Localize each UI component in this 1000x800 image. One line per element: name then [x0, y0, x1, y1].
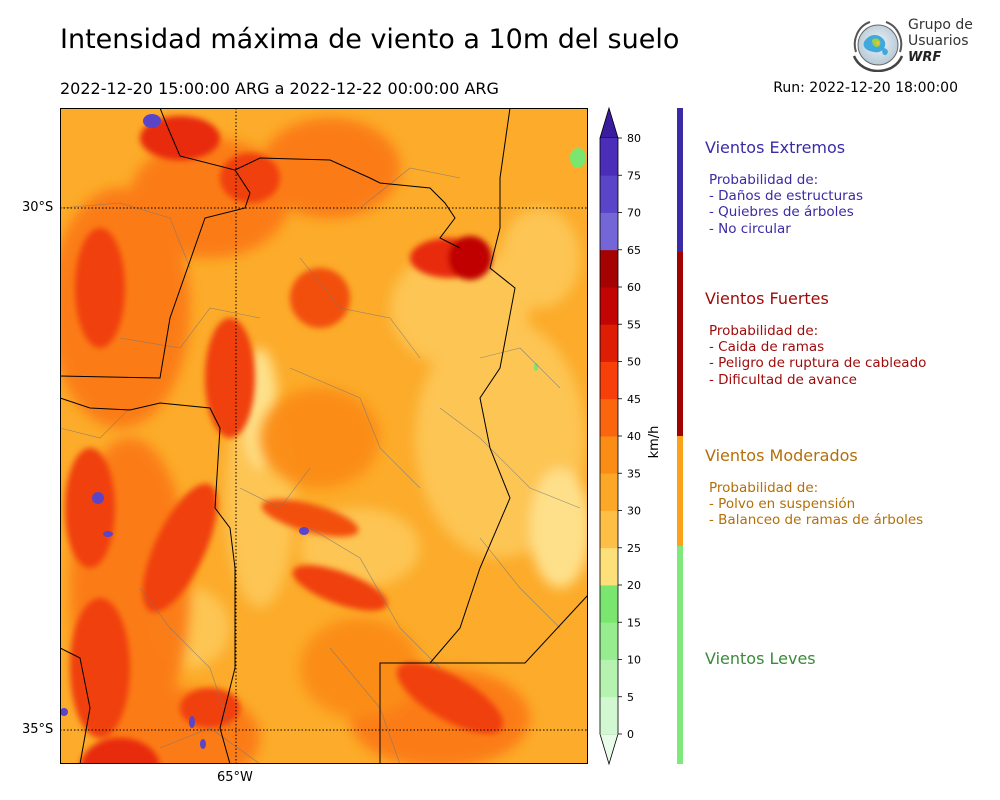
colorbar-max-extension: [599, 106, 619, 139]
colorbar-segment: [600, 398, 618, 437]
colorbar-segment: [600, 473, 618, 511]
province-borders: [60, 108, 588, 764]
category-title-fuertes: Vientos Fuertes: [705, 289, 829, 308]
colorbar-tick-label: 0: [627, 728, 634, 741]
category-desc-extremos: Probabilidad de: - Daños de estructuras …: [709, 172, 863, 237]
desc-line: - Quiebres de árboles: [709, 204, 854, 221]
desc-line: - Balanceo de ramas de árboles: [709, 512, 924, 529]
colorbar-tick-label: 70: [627, 207, 641, 220]
desc-line: Probabilidad de:: [709, 480, 819, 496]
colorbar-segment: [600, 436, 618, 474]
map-title: Intensidad máxima de viento a 10m del su…: [60, 24, 680, 55]
lat-label-35s: 35°S: [22, 722, 54, 737]
run-time: Run: 2022-12-20 18:00:00: [773, 80, 958, 96]
colorbar-tick-label: 15: [627, 616, 641, 629]
colorbar-tick-label: 55: [627, 318, 641, 331]
lat-label-30s: 30°S: [22, 200, 54, 215]
wind-map: [60, 108, 588, 764]
category-desc-fuertes: Probabilidad de: - Caida de ramas - Peli…: [709, 323, 926, 388]
logo-text-line3: WRF: [908, 50, 942, 65]
logo-text-line1: Grupo de: [908, 17, 973, 33]
colorbar-segment: [600, 510, 618, 549]
globe-logo-icon: [852, 21, 904, 72]
category-title-moderados: Vientos Moderados: [705, 446, 858, 465]
desc-line: - Caida de ramas: [709, 339, 825, 356]
category-title-extremos: Vientos Extremos: [705, 138, 846, 157]
extreme-wind-spots: [60, 114, 309, 749]
colorbar-tick-label: 5: [627, 691, 634, 704]
colorbar-segment: [600, 659, 618, 698]
colorbar-tick-label: 10: [627, 654, 641, 667]
colorbar-segment: [600, 361, 618, 400]
strong-wind-areas: [65, 116, 504, 764]
desc-line: - Peligro de ruptura de cableado: [709, 355, 927, 372]
map-frame: [60, 108, 588, 764]
colorbar-tick-label: 60: [627, 281, 641, 294]
colorbar-tick-label: 65: [627, 244, 641, 257]
colorbar-segment: [600, 547, 618, 586]
desc-line: - Polvo en suspensión: [709, 496, 856, 513]
logo-text-line2: Usuarios: [908, 33, 969, 49]
legend-bar-fuertes: [677, 252, 683, 436]
category-title-leves: Vientos Leves: [705, 649, 816, 668]
colorbar-segment: [600, 622, 618, 660]
department-borders: [60, 167, 581, 764]
legend-color-bars: [676, 108, 684, 764]
colorbar-segment: [600, 585, 618, 623]
graticule: [60, 108, 588, 764]
desc-line: Probabilidad de:: [709, 172, 819, 188]
colorbar-segment: [600, 287, 618, 325]
colorbar-segment: [600, 249, 618, 288]
lon-label-65w: 65°W: [217, 770, 253, 785]
colorbar-segment: [600, 324, 618, 362]
colorbar-unit: km/h: [647, 426, 662, 459]
colorbar-tick-label: 20: [627, 579, 641, 592]
colorbar-segment: [600, 212, 618, 251]
legend-bar-leves: [677, 546, 683, 764]
colorbar-tick-label: 50: [627, 356, 641, 369]
colorbar-tick-label: 75: [627, 169, 641, 182]
legend-bar-moderados: [677, 436, 683, 546]
colorbar-tick-label: 40: [627, 430, 641, 443]
colorbar-tick-label: 25: [627, 542, 641, 555]
desc-line: - No circular: [709, 220, 791, 237]
colorbar-tick-label: 35: [627, 467, 641, 480]
desc-line: Probabilidad de:: [709, 323, 819, 339]
colorbar: 0 5 10 15 20 25 30 35 40 45 50 55 60 65 70 75 80 km/h: [599, 106, 662, 766]
desc-line: - Dificultad de avance: [709, 371, 857, 388]
colorbar-tick-label: 80: [627, 132, 641, 145]
colorbar-segment: [600, 138, 618, 176]
legend-bar-extremos: [677, 108, 683, 252]
desc-line: - Daños de estructuras: [709, 188, 864, 205]
colorbar-segment: [600, 696, 618, 735]
colorbar-segment: [600, 175, 618, 213]
forecast-period: 2022-12-20 15:00:00 ARG a 2022-12-22 00:…: [60, 79, 499, 98]
category-desc-moderados: Probabilidad de: - Polvo en suspensión -…: [709, 480, 923, 529]
colorbar-tick-label: 45: [627, 393, 641, 406]
colorbar-tick-label: 30: [627, 505, 641, 518]
colorbar-min-extension: [599, 733, 619, 766]
